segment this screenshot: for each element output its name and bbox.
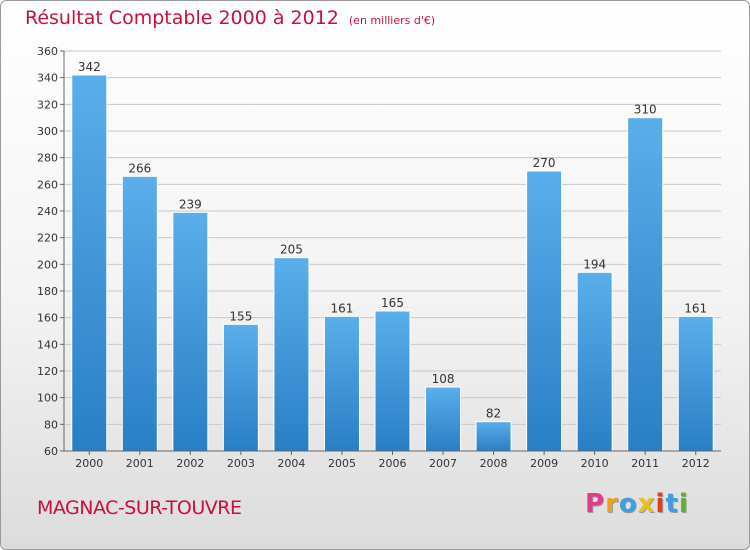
x-tick-labels: 2000 2001 2002 2003 2004 2005 2006 2007 2008 2009… <box>75 451 710 470</box>
bar <box>526 170 563 452</box>
data-label: 266 <box>128 161 151 175</box>
bar <box>71 74 108 452</box>
data-label: 161 <box>331 301 354 315</box>
commune-name: MAGNAC-SUR-TOUVRE <box>37 497 242 519</box>
x-tick-label: 2009 <box>530 457 558 470</box>
chart-title: Résultat Comptable 2000 à 2012 <box>25 7 339 29</box>
logo-letter: i <box>655 489 666 519</box>
y-tick-label: 180 <box>37 285 58 298</box>
bar <box>273 257 310 452</box>
data-label: 108 <box>432 372 455 386</box>
data-label: 310 <box>634 103 657 117</box>
bar <box>323 315 360 452</box>
bar <box>172 211 209 452</box>
bar <box>627 117 664 452</box>
logo-letter: x <box>637 489 656 519</box>
x-tick-label: 2008 <box>480 457 508 470</box>
y-tick-label: 80 <box>44 418 58 431</box>
bar <box>222 323 259 452</box>
chart-subtitle: (en milliers d'€) <box>348 14 436 27</box>
x-tick-label: 2001 <box>126 457 154 470</box>
y-tick-labels: 60 80 100 120 140 160 180 200 220 240 260 280 300 320… <box>37 45 58 458</box>
y-tick-label: 100 <box>37 392 58 405</box>
y-tick-label: 220 <box>37 232 58 245</box>
logo-letter: P <box>585 489 606 519</box>
y-tick-label: 280 <box>37 152 58 165</box>
y-tick-label: 320 <box>37 98 58 111</box>
bar <box>475 421 512 452</box>
bar <box>374 310 411 452</box>
y-tick-label: 300 <box>37 125 58 138</box>
x-tick-label: 2004 <box>277 457 305 470</box>
y-tick-label: 160 <box>37 312 58 325</box>
data-label: 239 <box>179 197 202 211</box>
data-label: 205 <box>280 243 303 257</box>
data-label: 270 <box>533 156 556 170</box>
x-tick-label: 2011 <box>631 457 659 470</box>
y-tick-label: 120 <box>37 365 58 378</box>
y-tick-label: 140 <box>37 338 58 351</box>
bar <box>677 315 714 452</box>
x-tick-label: 2006 <box>379 457 407 470</box>
chart-title-block: Résultat Comptable 2000 à 2012 (en millie… <box>25 7 435 29</box>
x-tick-label: 2012 <box>682 457 710 470</box>
data-label: 342 <box>78 60 101 74</box>
y-tick-label: 240 <box>37 205 58 218</box>
x-tick-label: 2007 <box>429 457 457 470</box>
data-label: 161 <box>684 301 707 315</box>
axes <box>63 51 721 452</box>
bar <box>576 271 613 452</box>
bar <box>121 175 158 452</box>
logo-letter: o <box>618 489 638 519</box>
x-tick-label: 2005 <box>328 457 356 470</box>
y-tick-label: 360 <box>37 45 58 58</box>
data-label: 194 <box>583 257 606 271</box>
logo-letter: r <box>605 489 619 519</box>
bars <box>71 74 714 452</box>
logo-letter: i <box>678 489 689 519</box>
y-tick-label: 60 <box>44 445 58 458</box>
logo-letter: t <box>665 489 679 519</box>
data-label: 165 <box>381 296 404 310</box>
x-tick-label: 2003 <box>227 457 255 470</box>
x-tick-label: 2002 <box>176 457 204 470</box>
data-label: 82 <box>486 407 501 421</box>
x-tick-label: 2010 <box>581 457 609 470</box>
y-tick-label: 200 <box>37 258 58 271</box>
y-tick-label: 340 <box>37 72 58 85</box>
bar <box>425 386 462 452</box>
data-label: 155 <box>229 309 252 323</box>
x-tick-label: 2000 <box>75 457 103 470</box>
y-tick-label: 260 <box>37 178 58 191</box>
proxiti-logo: Proxiti <box>585 489 689 519</box>
data-labels: 342 266 239 155 205 161 165 108 82 270 194 310 161 <box>78 60 707 421</box>
